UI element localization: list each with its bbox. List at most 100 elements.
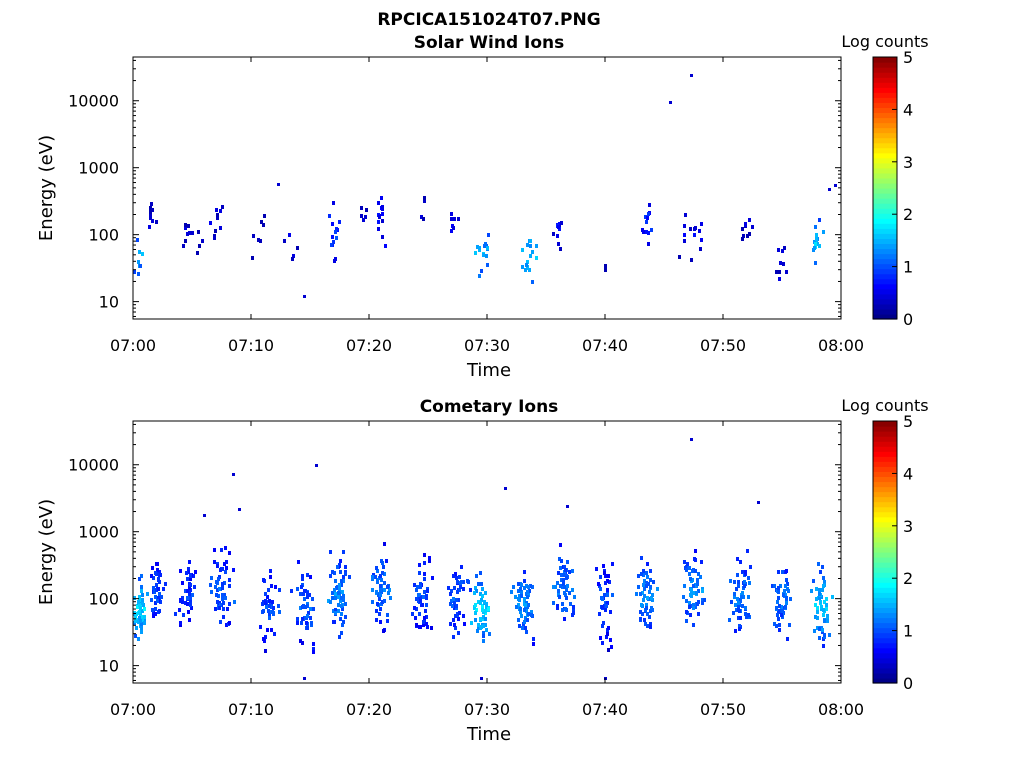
spectrogram-cell [300,585,303,589]
spectrogram-cell [140,623,143,627]
spectrogram-cell [484,623,487,627]
spectrogram-cell [140,615,143,619]
spectrogram-cell [645,230,648,234]
spectrogram-cell [641,612,644,616]
spectrogram-cell [692,623,695,627]
spectrogram-cell [816,242,819,246]
spectrogram-cell [693,233,696,237]
spectrogram-cell [566,560,569,564]
spectrogram-cell [642,598,645,602]
spectrogram-cell [747,613,750,617]
spectrogram-cell [150,202,153,206]
spectrogram-cell [694,569,697,573]
spectrogram-point [757,501,760,504]
spectrogram-cell [524,268,527,272]
spectrogram-cell [607,626,610,630]
spectrogram-cell [188,560,191,564]
spectrogram-cell [188,590,191,594]
spectrogram-cell [151,208,154,212]
colorbar-segment [873,182,897,189]
colorbar-segment [873,313,897,320]
spectrogram-cell [420,215,423,219]
y-tick-label: 10 [99,293,119,312]
spectrogram-cell [529,584,532,588]
spectrogram-cell [213,548,216,552]
spectrogram-cell [530,610,533,614]
spectrogram-cell [611,562,614,566]
spectrogram-cell [688,572,691,576]
colorbar-segment [873,253,897,260]
spectrogram-cell [526,605,529,609]
colorbar-segment [873,597,897,603]
colorbar-tick-label: 0 [903,310,913,329]
spectrogram-cell [482,631,485,635]
colorbar-segment [873,283,897,290]
x-tick-label: 07:40 [582,700,628,719]
spectrogram-cell [735,587,738,591]
spectrogram-cell [746,234,749,238]
spectrogram-cell [561,602,564,606]
spectrogram-cell [474,611,477,615]
spectrogram-cell [331,570,334,574]
spectrogram-cell [823,619,826,623]
spectrogram-cell [225,566,228,570]
spectrogram-cell [609,638,612,642]
spectrogram-cell [228,621,231,625]
spectrogram-cell [329,574,332,578]
spectrogram-cell [734,603,737,607]
spectrogram-cell [601,641,604,645]
spectrogram-cell [557,589,560,593]
colorbar-tick-label: 2 [903,569,913,588]
spectrogram-cell [778,604,781,608]
spectrogram-cell [423,199,426,203]
spectrogram-cell [571,569,574,573]
spectrogram-cell [608,580,611,584]
spectrogram-cell [375,590,378,594]
spectrogram-cell [334,611,337,615]
colorbar-segment [873,476,897,483]
colorbar-segment [873,107,897,114]
spectrogram-cell [599,575,602,579]
spectrogram-cell [474,251,477,255]
colorbar-segment [873,446,897,452]
spectrogram-cell [700,222,703,226]
colorbar-segment [873,572,897,578]
spectrogram-cell [701,601,704,605]
spectrogram-cell [140,626,143,630]
spectrogram-cell [304,605,307,609]
spectrogram-cell [189,599,192,603]
spectrogram-cell [685,610,688,614]
spectrogram-cell [473,591,476,595]
spectrogram-point [315,464,318,467]
spectrogram-cell [780,605,783,609]
spectrogram-cell [425,594,428,598]
spectrogram-cell [299,606,302,610]
spectrogram-cell [650,596,653,600]
spectrogram-cell [737,616,740,620]
spectrogram-cell [739,560,742,564]
spectrogram-cell [741,570,744,574]
spectrogram-cell [524,616,527,620]
spectrogram-cell [419,582,422,586]
spectrogram-cell [136,605,139,609]
spectrogram-cell [217,594,220,598]
spectrogram-cell [213,560,216,564]
spectrogram-cell [476,245,479,249]
spectrogram-cell [184,601,187,605]
colorbar-segment [873,677,897,684]
colorbar-segment [873,157,897,164]
spectrogram-cell [818,627,821,631]
colorbar-segment [873,293,897,300]
spectrogram-cell [342,598,345,602]
spectrogram-cell [816,616,819,620]
spectrogram-cell [264,649,267,653]
spectrogram-cell [560,573,563,577]
spectrogram-cell [815,597,818,601]
spectrogram-cell [333,588,336,592]
spectrogram-cell [189,602,192,606]
spectrogram-cell [331,591,334,595]
spectrogram-cell [688,605,691,609]
spectrogram-cell [273,632,276,636]
spectrogram-cell [785,601,788,605]
